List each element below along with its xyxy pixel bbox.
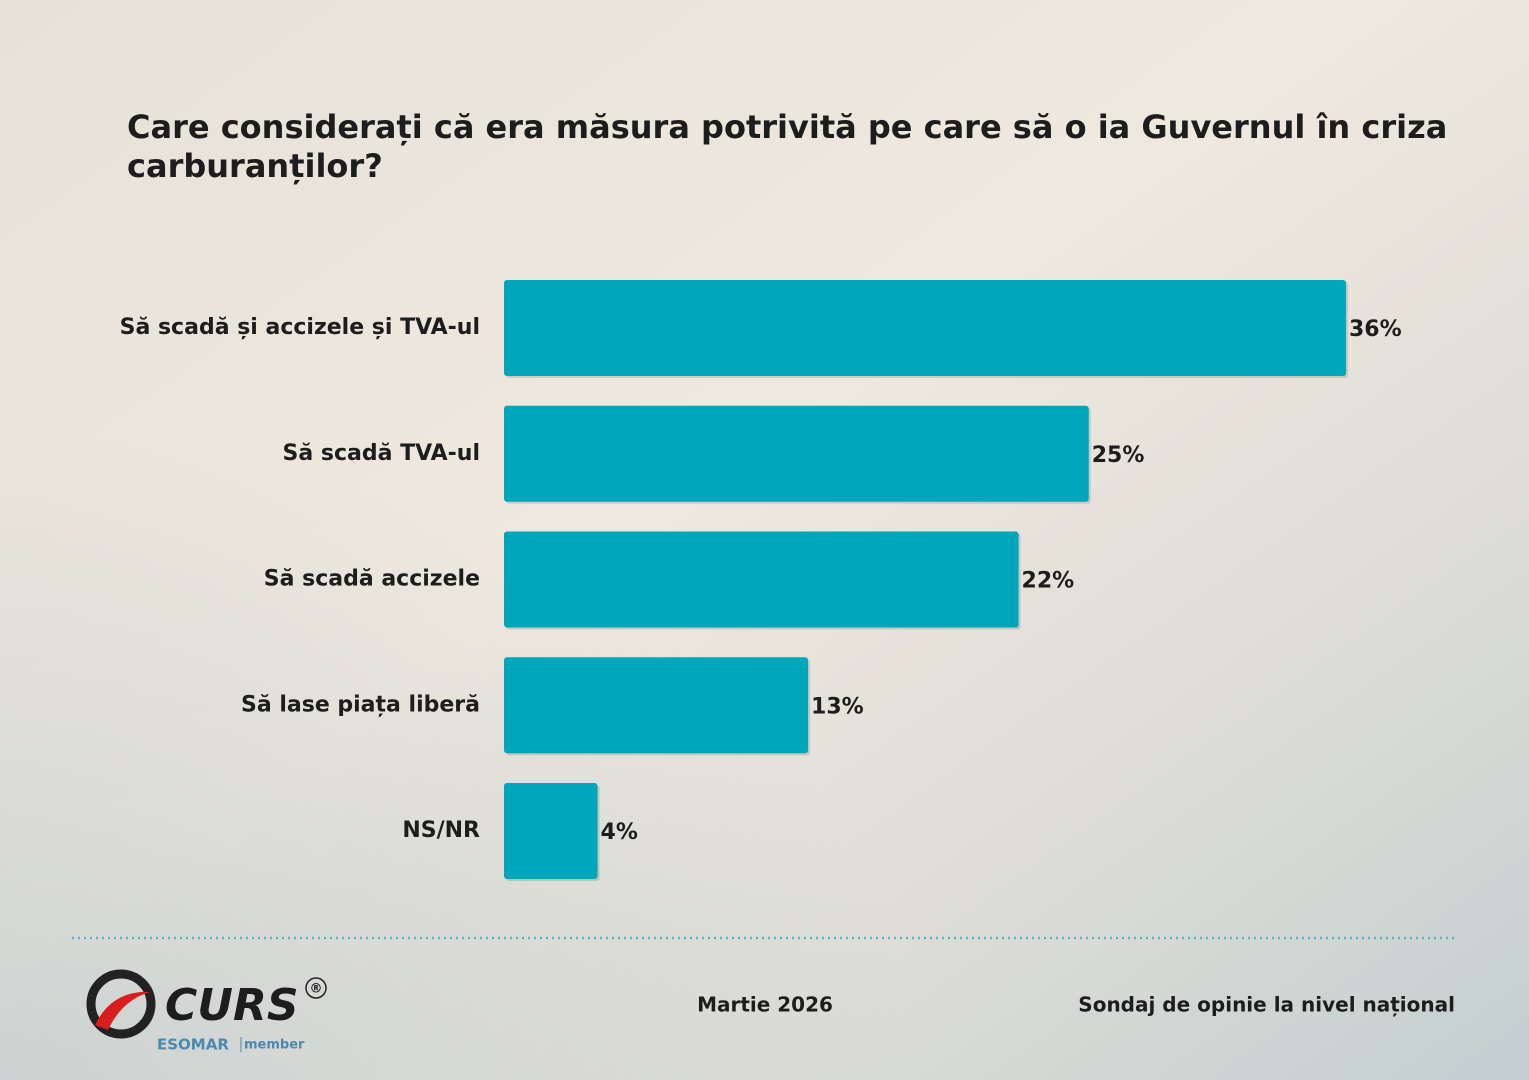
category-label: Să scadă TVA-ul — [283, 441, 480, 466]
logo-registered: ® — [310, 982, 323, 997]
logo-text: CURS — [165, 980, 299, 1031]
logo-registered-ring — [305, 977, 327, 999]
logo: CURS ® ESOMAR member — [86, 969, 327, 1054]
bar — [504, 783, 598, 879]
footer-date: Martie 2026 — [697, 993, 833, 1017]
footer-note: Sondaj de opinie la nivel național — [1078, 993, 1455, 1017]
esomar: ESOMAR — [157, 1036, 229, 1054]
value-label: 13% — [811, 694, 864, 719]
esomar-member: member — [244, 1038, 305, 1053]
logo-swoosh — [95, 991, 150, 1030]
category-label: Să scadă accizele — [264, 567, 480, 592]
category-label: Să scadă și accizele și TVA-ul — [120, 315, 480, 340]
value-label: 36% — [1349, 317, 1402, 342]
logo-ring — [86, 969, 156, 1039]
value-label: 4% — [601, 820, 638, 845]
category-label: NS/NR — [402, 818, 480, 843]
bar — [504, 657, 809, 754]
chart-title: Care considerați că era măsura potrivită… — [127, 108, 1448, 185]
bar — [504, 405, 1089, 502]
bar — [504, 531, 1019, 628]
value-label: 22% — [1022, 569, 1075, 594]
bar — [504, 280, 1346, 376]
value-label: 25% — [1092, 443, 1145, 468]
category-label: Să lase piața liberă — [241, 692, 480, 717]
